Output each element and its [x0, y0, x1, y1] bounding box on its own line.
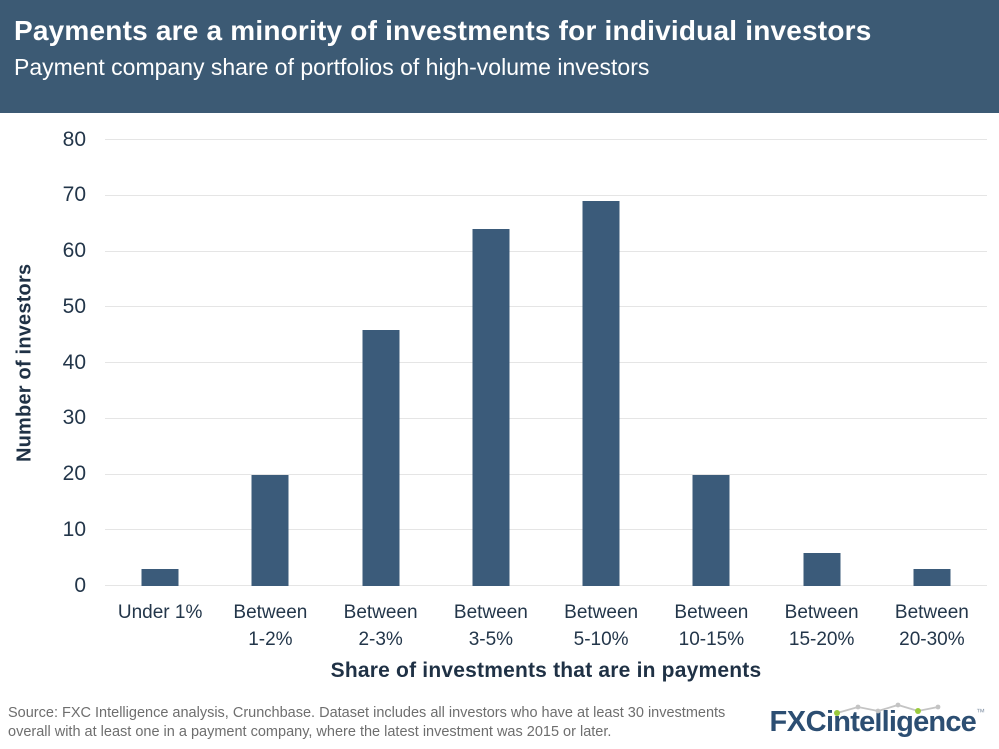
source-note: Source: FXC Intelligence analysis, Crunc… — [8, 705, 726, 740]
x-tick-label: Between 2-3% — [343, 602, 418, 650]
gridline: 40 — [63, 351, 987, 374]
header-banner: Payments are a minority of investments f… — [0, 0, 999, 113]
x-tick-label: Between 3-5% — [453, 602, 528, 650]
y-tick-label: 20 — [62, 462, 86, 485]
x-tick-label: Between 5-10% — [564, 602, 639, 650]
bar — [803, 552, 841, 586]
x-axis-title: Share of investments that are in payment… — [330, 659, 762, 682]
y-tick-label: 80 — [62, 127, 86, 151]
y-tick-label: 10 — [62, 517, 86, 541]
y-tick-label: 40 — [62, 350, 86, 374]
logo-text-fxc: FXC — [769, 706, 827, 738]
chart-title: Payments are a minority of investments f… — [14, 15, 872, 46]
gridline: 50 — [63, 295, 987, 318]
x-tick-label: Between 20-30% — [894, 602, 969, 650]
gridline: 10 — [63, 518, 987, 541]
bar — [582, 201, 620, 586]
x-tick-label: Between 1-2% — [233, 602, 308, 650]
x-tick-labels: Under 1% Between 1-2% Between 2-3% Between 3-5… — [105, 600, 987, 653]
y-axis-title: Number of investors — [13, 263, 36, 463]
y-tick-label: 60 — [62, 239, 86, 262]
gridline: 80 — [63, 128, 987, 151]
x-tick-label: Between 10-15% — [674, 602, 749, 650]
bar — [692, 474, 730, 586]
chart-subtitle: Payment company share of portfolios of h… — [14, 54, 650, 80]
bar — [251, 474, 289, 586]
footer: Source: FXC Intelligence analysis, Crunc… — [0, 695, 999, 749]
bar — [362, 329, 400, 586]
bar — [141, 569, 179, 586]
y-tick-label: 30 — [62, 406, 86, 430]
y-tick-label: 50 — [62, 294, 86, 318]
gridline: 70 — [63, 183, 987, 206]
gridline: 30 — [63, 406, 987, 429]
gridline: 20 — [63, 462, 987, 485]
x-tick-label: Between 15-20% — [784, 602, 859, 650]
y-tick-label: 0 — [74, 573, 86, 597]
logo-text-intelligence: intelligence — [826, 706, 977, 738]
x-tick-label: Under 1% — [117, 602, 203, 623]
logo-trademark: ™ — [976, 707, 985, 717]
fxc-intelligence-logo: FXCintelligence™ — [769, 702, 985, 738]
gridline: 60 — [63, 239, 987, 262]
bar — [472, 229, 510, 586]
plot-area: 0 10 20 30 40 50 60 70 80 — [63, 128, 987, 597]
gridline: 0 — [74, 574, 987, 597]
y-tick-label: 70 — [62, 183, 86, 207]
bar — [913, 569, 951, 586]
chart-section: Number of investors 0 10 20 30 40 50 60 70 80 Un… — [0, 113, 999, 695]
